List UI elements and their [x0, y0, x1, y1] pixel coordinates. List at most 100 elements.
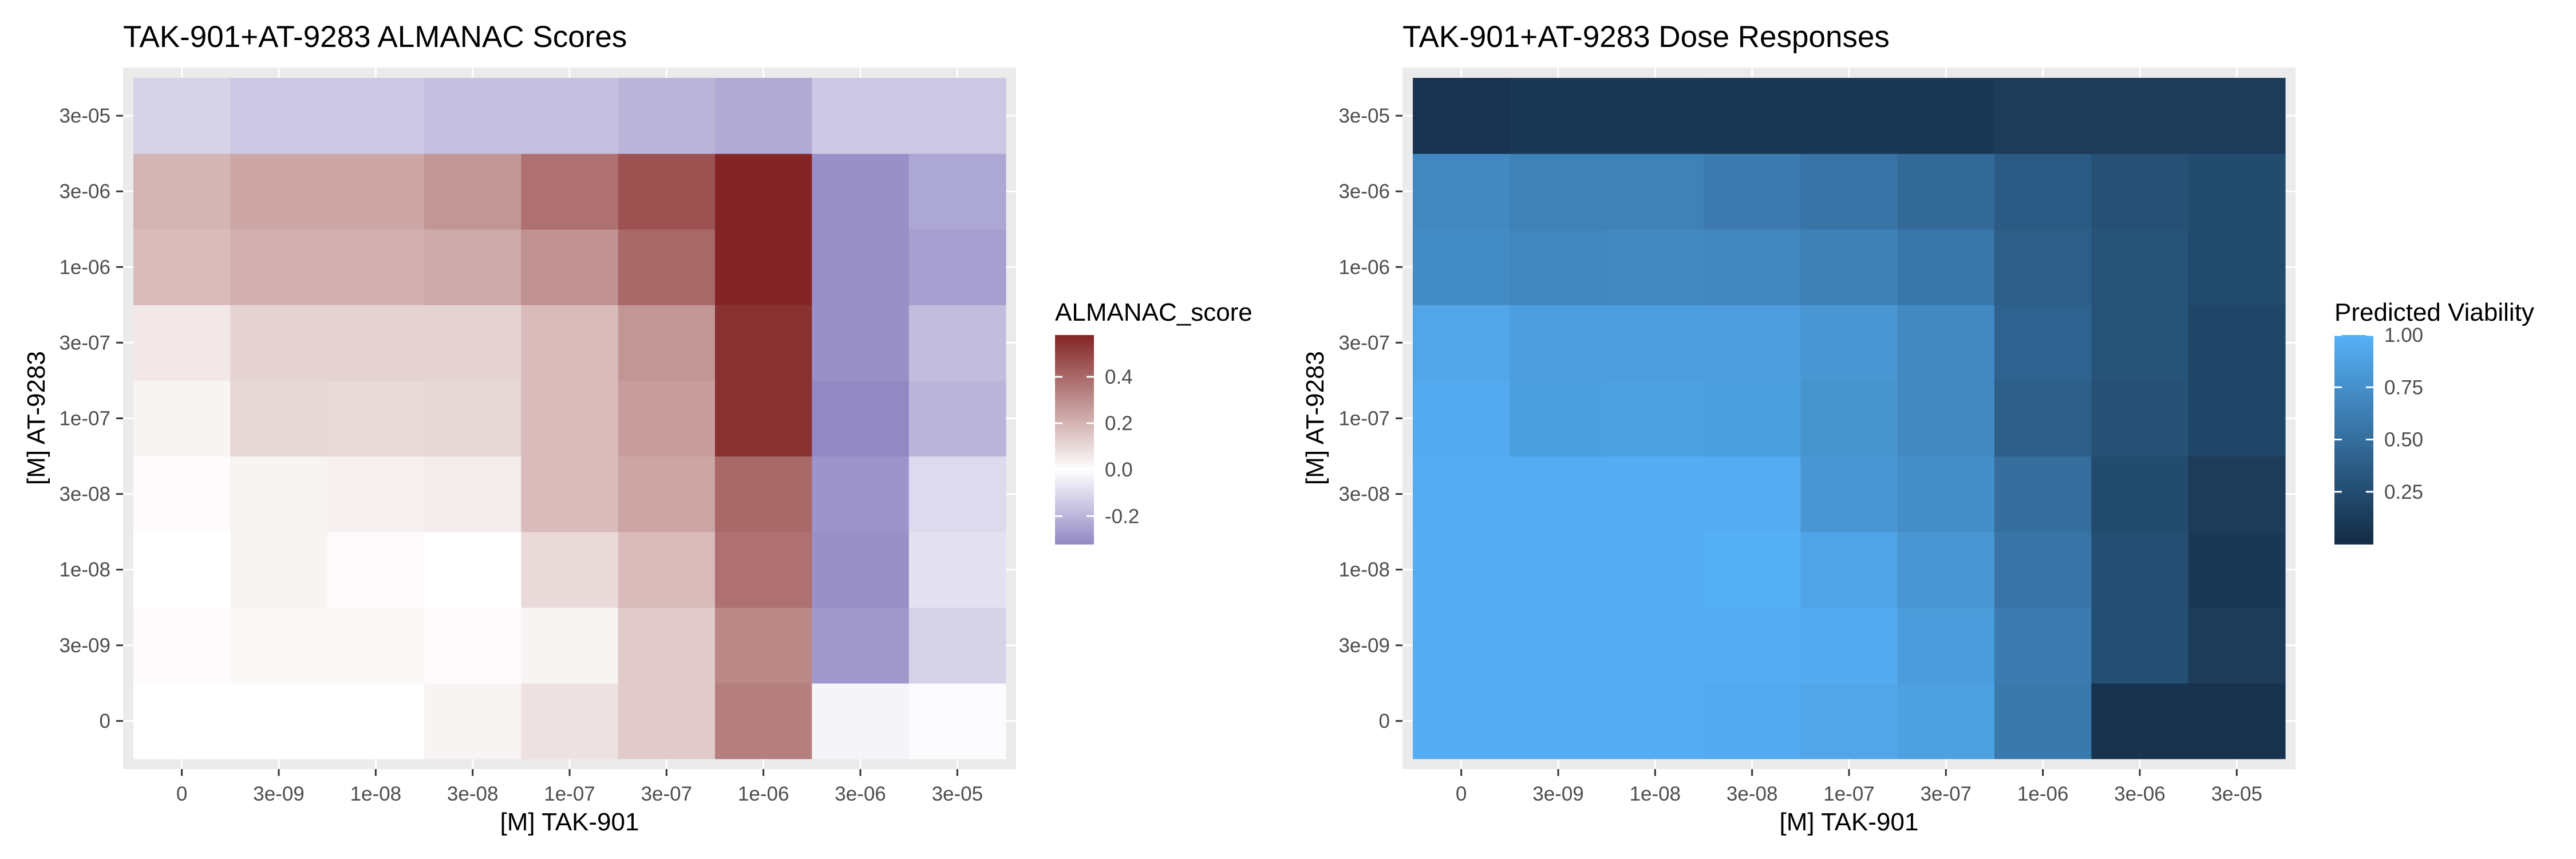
- heatmap-cell: [1510, 229, 1607, 305]
- legend-color-step: [2334, 488, 2373, 492]
- heatmap-cell: [908, 531, 1006, 608]
- x-tick-label: 3e-09: [253, 783, 305, 805]
- heatmap-cell: [424, 380, 521, 457]
- heatmap-cell: [1606, 380, 1704, 457]
- legend-color-step: [2334, 419, 2373, 423]
- legend-color-step: [2334, 362, 2373, 367]
- heatmap-cell: [1704, 78, 1801, 154]
- x-tick-label: 3e-05: [932, 783, 983, 805]
- legend-color-step: [2334, 456, 2373, 461]
- heatmap-cell: [1800, 607, 1898, 684]
- heatmap-cell: [424, 305, 521, 381]
- heatmap-cell: [1994, 78, 2092, 154]
- legend-color-step: [2334, 411, 2373, 416]
- heatmap-cell: [2091, 305, 2189, 381]
- legend-color-step: [2334, 460, 2373, 464]
- x-tick-label: 1e-08: [1630, 783, 1681, 805]
- legend-color-step: [1055, 523, 1094, 527]
- heatmap-cell: [2091, 229, 2189, 305]
- legend-color-step: [1055, 391, 1094, 395]
- heatmap-cell: [715, 683, 812, 759]
- heatmap-cell: [1510, 380, 1607, 457]
- heatmap-cell: [424, 683, 521, 759]
- legend-color-step: [1055, 436, 1094, 440]
- x-axis-ticks: 0 3e-09 1e-08 3e-08 1e-07 3e-07 1e-06 3e-06 3e-0…: [176, 769, 983, 805]
- heatmap-cell: [230, 78, 328, 154]
- legend-color-step: [2334, 446, 2373, 451]
- heatmap-cell: [1994, 305, 2092, 381]
- heatmap-cell: [715, 78, 812, 154]
- heatmap-cell: [1704, 607, 1801, 684]
- heatmap-cell: [618, 607, 716, 684]
- legend-color-step: [2334, 506, 2373, 510]
- legend-color-step: [2334, 397, 2373, 402]
- y-tick-label: 3e-05: [1338, 105, 1390, 127]
- legend-tick-label: 0.2: [1105, 412, 1133, 435]
- heatmap-cell: [908, 78, 1006, 154]
- x-tick-label: 0: [1456, 783, 1467, 805]
- legend-color-step: [1055, 456, 1094, 461]
- heatmap-cell: [230, 456, 328, 533]
- heatmap-cell: [1704, 380, 1801, 457]
- y-tick-label: 1e-07: [1338, 408, 1390, 430]
- legend-color-step: [1055, 404, 1094, 409]
- heatmap-cell: [327, 229, 425, 305]
- y-tick-label: 1e-06: [1338, 256, 1390, 278]
- heatmap-cell: [812, 229, 910, 305]
- legend-color-step: [1055, 460, 1094, 464]
- y-tick-label: 1e-08: [1338, 559, 1390, 581]
- heatmap-cell: [1994, 229, 2092, 305]
- legend-color-step: [2334, 509, 2373, 514]
- x-tick-label: 0: [176, 783, 187, 805]
- heatmap-cell: [1800, 229, 1898, 305]
- heatmap-cell: [230, 683, 328, 759]
- legend-color-step: [1055, 537, 1094, 541]
- heatmap-cell: [1606, 78, 1704, 154]
- legend-color-step: [1055, 345, 1094, 350]
- heatmap-cell: [424, 78, 521, 154]
- heatmap-cell: [908, 607, 1006, 684]
- heatmap-cell: [1413, 305, 1510, 381]
- heatmap-cell: [1704, 531, 1801, 608]
- heatmap-cell: [1800, 305, 1898, 381]
- heatmap-cell: [1897, 78, 1995, 154]
- heatmap-cell: [2188, 305, 2286, 381]
- y-tick-label: 1e-06: [59, 256, 110, 278]
- legend-color-step: [1055, 478, 1094, 482]
- x-tick-label: 3e-08: [1726, 783, 1778, 805]
- heatmap-cell: [424, 229, 521, 305]
- heatmap-cell: [1510, 78, 1607, 154]
- legend-color-step: [1055, 467, 1094, 472]
- heatmap-cell: [1413, 456, 1510, 533]
- heatmap-cell: [908, 305, 1006, 381]
- heatmap-cell: [424, 456, 521, 533]
- y-tick-label: 1e-07: [59, 408, 110, 430]
- legend-color-step: [1055, 401, 1094, 405]
- heatmap-cell: [230, 380, 328, 457]
- legend-color-step: [1055, 380, 1094, 384]
- legend-color-step: [2334, 373, 2373, 377]
- y-axis-ticks: 0 3e-09 1e-08 3e-08 1e-07 3e-07 1e-06 3e-06 3e-0…: [1338, 105, 1402, 732]
- heatmap-cell: [521, 305, 619, 381]
- heatmap-cell: [521, 607, 619, 684]
- x-tick-label: 3e-06: [2114, 783, 2166, 805]
- heatmap-cell: [618, 531, 716, 608]
- legend-color-step: [2334, 349, 2373, 353]
- heatmap-cell: [1897, 607, 1995, 684]
- legend-color-step: [1055, 495, 1094, 499]
- legend-title: Predicted Viability: [2334, 298, 2534, 326]
- heatmap-cell: [1704, 229, 1801, 305]
- legend-color-step: [2334, 523, 2373, 527]
- heatmap-cell: [2188, 683, 2286, 759]
- heatmap-cell: [521, 78, 619, 154]
- heatmap-cell: [1994, 380, 2092, 457]
- x-tick-label: 1e-07: [544, 783, 595, 805]
- heatmap-cell: [1800, 683, 1898, 759]
- heatmap-cell: [618, 305, 716, 381]
- heatmap-cell: [327, 683, 425, 759]
- heatmap-cell: [1897, 380, 1995, 457]
- x-tick-label: 3e-07: [641, 783, 693, 805]
- heatmap-cell: [1510, 305, 1607, 381]
- legend-color-step: [2334, 338, 2373, 342]
- heatmap-cell: [812, 153, 910, 230]
